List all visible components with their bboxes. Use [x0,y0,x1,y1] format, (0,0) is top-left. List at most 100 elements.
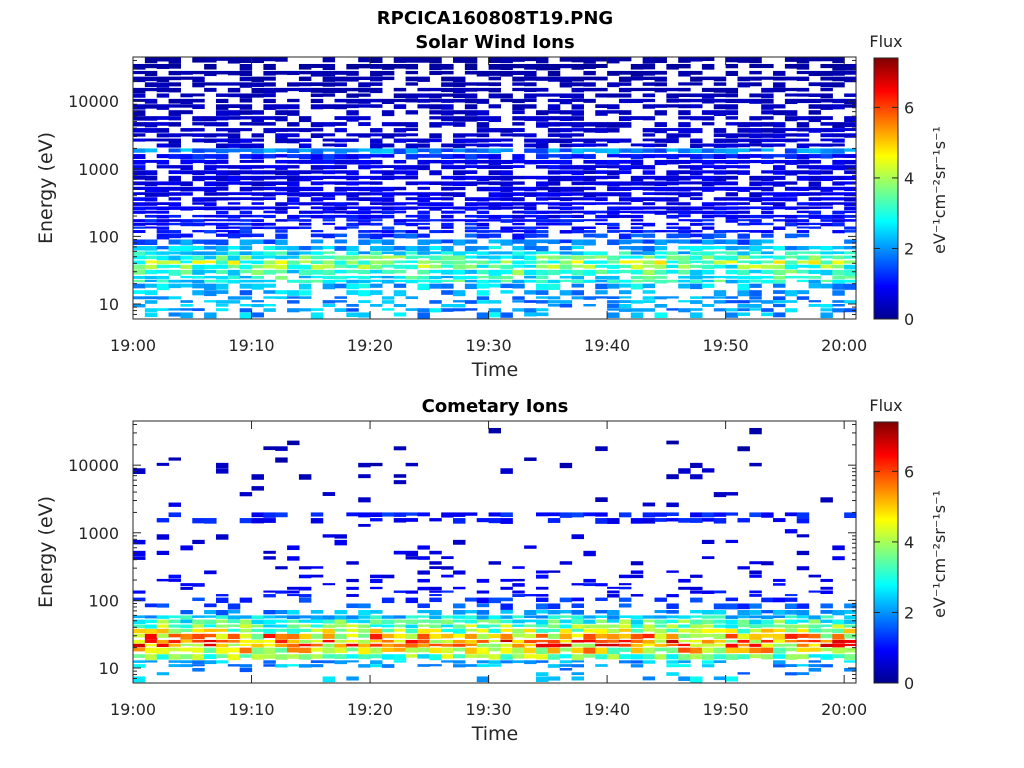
flux-cell [524,186,537,192]
flux-cell [583,82,596,87]
flux-cell [607,192,620,197]
flux-cell [310,660,324,664]
flux-cell [820,222,833,227]
flux-cell [192,154,205,160]
flux-cell [346,260,359,265]
flux-cell [701,159,715,165]
flux-cell [227,664,241,667]
flux-cell [464,63,478,71]
flux-cell [441,76,454,82]
flux-cell [607,138,620,144]
flux-cell [429,615,442,620]
x-tick-label: 19:00 [110,336,156,355]
x-tick-label: 19:00 [110,700,156,719]
flux-cell [441,590,454,593]
flux-cell [595,290,608,295]
flux-cell [334,210,347,214]
flux-cell [453,615,466,619]
flux-cell [346,87,359,92]
flux-cell [275,643,288,648]
flux-cell [204,63,217,70]
flux-cell [227,279,241,284]
flux-cell [595,122,608,128]
spectrogram-cells [133,57,857,319]
flux-cell [346,93,359,98]
flux-cell [595,202,608,205]
flux-cell [547,603,561,610]
flux-cell [405,202,419,205]
flux-cell [358,175,371,179]
flux-cell [429,116,442,120]
flux-cell [227,255,241,261]
flux-cell [405,165,419,170]
flux-cell [535,255,549,259]
flux-cell [370,664,383,668]
flux-cell [642,170,656,175]
flux-cell [773,619,786,624]
flux-cell [820,154,833,159]
flux-cell [263,251,276,256]
flux-cell [133,76,146,83]
flux-cell [251,186,264,191]
flux-cell [607,590,620,594]
flux-cell [773,583,786,586]
flux-cell [346,154,359,160]
flux-cell [298,290,312,296]
flux-cell [476,70,490,77]
flux-cell [453,624,466,629]
flux-cell [168,70,182,76]
flux-cell [796,260,810,264]
flux-cell [796,643,810,647]
flux-cell [642,165,656,170]
flux-cell [298,210,312,214]
flux-cell [417,87,430,92]
flux-cell [559,251,573,255]
flux-cell [488,269,502,276]
flux-cell [832,308,845,313]
flux-cell [488,175,502,181]
flux-cell [500,186,513,192]
flux-cell [595,165,608,169]
flux-cell [737,628,750,634]
flux-cell [808,143,822,147]
flux-cell [168,255,182,261]
flux-cell [820,214,833,219]
flux-cell [749,98,762,104]
flux-cell [844,246,857,250]
flux-cell [334,170,347,174]
flux-cell [263,87,276,94]
flux-cell [666,260,679,264]
flux-cell [393,480,407,485]
flux-cell [251,639,264,644]
flux-cell [844,639,857,643]
flux-cell [133,279,146,283]
flux-cell [713,603,727,610]
flux-cell [287,586,300,590]
flux-cell [405,233,419,239]
flux-cell [571,128,584,132]
flux-cell [547,251,561,254]
figure-title: RPCICA160808T19.PNG [377,8,613,29]
flux-cell [453,260,466,265]
flux-cell [512,583,525,587]
flux-cell [156,550,170,555]
colorbar-units: eV⁻¹cm⁻²sr⁻¹s⁻¹ [930,490,949,618]
flux-cell [322,154,336,160]
flux-cell [429,561,442,565]
flux-cell [820,93,833,99]
flux-cell [844,159,857,165]
flux-cell [713,82,727,86]
flux-cell [156,624,170,628]
flux-cell [322,647,336,654]
flux-cell [381,170,395,176]
flux-cell [832,251,845,255]
flux-cell [156,633,170,638]
flux-cell [761,624,774,628]
flux-cell [524,628,537,633]
flux-cell [453,170,466,176]
flux-cell [725,63,739,69]
flux-cell [701,590,715,594]
flux-cell [583,159,596,164]
flux-cell [381,154,395,158]
flux-cell [393,93,407,99]
